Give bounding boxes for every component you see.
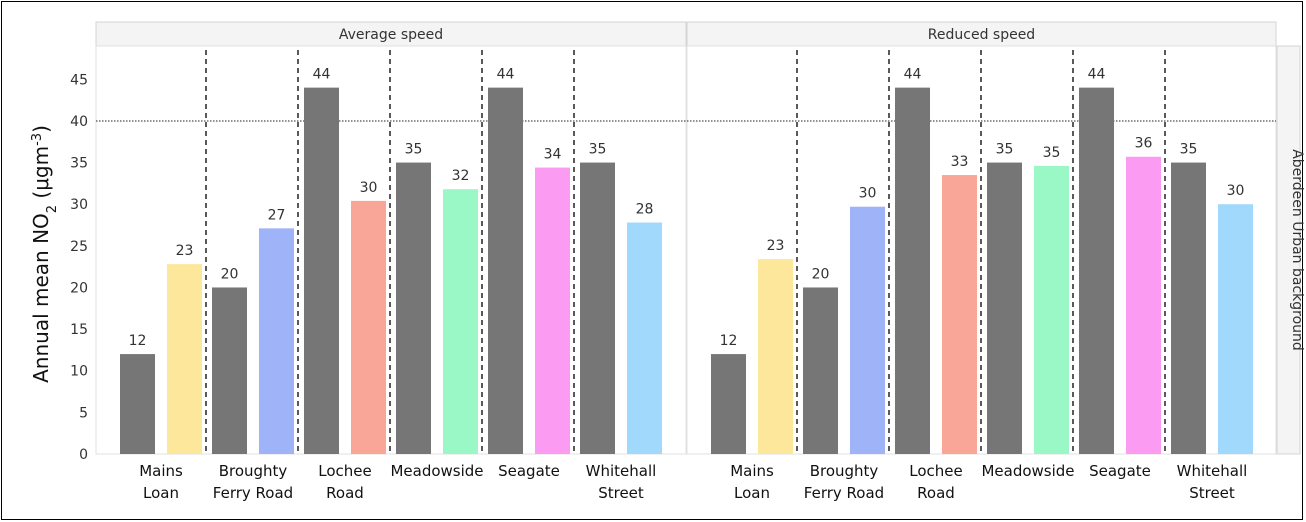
data-label: 34 <box>544 147 562 163</box>
y-tick-label: 25 <box>70 239 88 255</box>
ylabel-unit-close: ) <box>29 125 53 133</box>
panel-strip <box>95 21 687 47</box>
data-label: 44 <box>313 67 331 83</box>
bar-baseline <box>304 87 339 454</box>
data-label: 35 <box>996 142 1014 158</box>
bar-scenario <box>850 206 885 454</box>
data-label: 44 <box>1088 67 1106 83</box>
side-strip-label: Aberdeen Urban background <box>1289 149 1304 351</box>
y-tick-label: 15 <box>70 322 88 338</box>
category-label: Mains <box>730 462 774 480</box>
y-tick-label: 0 <box>79 447 88 463</box>
bar-scenario <box>942 175 977 454</box>
data-label: 35 <box>1043 145 1061 161</box>
ylabel-main: Annual mean NO <box>29 213 53 383</box>
panel-border <box>95 45 687 455</box>
panels: 12 23 20 27 44 30 35 32 44 34 35 28 12 23 20 30 44 33 35 35… <box>120 50 1253 455</box>
panel-border <box>686 45 1277 455</box>
bar-baseline <box>212 287 247 454</box>
bar-scenario <box>351 200 386 454</box>
category-label: Meadowside <box>390 462 483 480</box>
category-label: Whitehall <box>586 462 657 480</box>
bar-scenario <box>627 222 662 454</box>
y-tick-label: 10 <box>70 364 88 380</box>
data-label: 12 <box>129 333 147 349</box>
panel-title: Reduced speed <box>928 27 1035 43</box>
bar-baseline <box>396 162 431 455</box>
category-label: Seagate <box>1089 462 1151 480</box>
category-label: Lochee <box>318 462 371 480</box>
bar-baseline <box>1079 87 1114 454</box>
category-label: Lochee <box>909 462 962 480</box>
bar-baseline <box>1171 162 1206 455</box>
data-label: 35 <box>1180 142 1198 158</box>
category-label: Ferry Road <box>804 484 884 502</box>
data-label: 27 <box>268 207 286 223</box>
y-tick-label: 5 <box>79 405 88 421</box>
bar-scenario <box>443 189 478 455</box>
category-label: Ferry Road <box>213 484 293 502</box>
data-label: 28 <box>636 202 654 218</box>
y-axis: 0 5 10 15 20 25 30 35 40 45 <box>70 72 88 463</box>
data-label: 30 <box>859 186 877 202</box>
data-label: 33 <box>951 154 969 170</box>
bar-scenario <box>1034 165 1069 454</box>
bar-baseline <box>580 162 615 455</box>
data-label: 20 <box>812 266 830 282</box>
y-tick-label: 40 <box>70 114 88 130</box>
bar-baseline <box>803 287 838 454</box>
data-label: 36 <box>1135 136 1153 152</box>
bar-baseline <box>120 354 155 454</box>
panel-title: Average speed <box>339 27 443 43</box>
data-label: 35 <box>589 142 607 158</box>
data-label: 30 <box>360 180 378 196</box>
ylabel-unit-open: (μgm <box>29 146 53 205</box>
category-label: Loan <box>143 484 179 502</box>
category-label: Loan <box>734 484 770 502</box>
category-label: Mains <box>139 462 183 480</box>
side-strip <box>1276 45 1301 455</box>
ylabel-sup: -3 <box>30 133 45 146</box>
bar-scenario <box>1126 156 1161 454</box>
data-label: 44 <box>497 67 515 83</box>
bar-baseline <box>711 354 746 454</box>
data-label: 32 <box>452 168 470 184</box>
panel-strips: Average speed Reduced speed Aberdeen Urban… <box>95 21 1304 455</box>
data-label: 20 <box>221 266 239 282</box>
x-axis-labels: Mains Loan Broughty Ferry Road Lochee Road Mea… <box>139 462 1247 502</box>
ylabel-sub: 2 <box>45 205 60 213</box>
category-label: Seagate <box>498 462 560 480</box>
y-tick-label: 45 <box>70 72 88 88</box>
bar-scenario <box>259 228 294 454</box>
data-label: 44 <box>904 67 922 83</box>
data-label: 35 <box>405 142 423 158</box>
bar-scenario <box>1218 204 1253 454</box>
category-label: Street <box>1189 484 1235 502</box>
data-label: 30 <box>1227 183 1245 199</box>
bar-baseline <box>987 162 1022 455</box>
category-label: Whitehall <box>1177 462 1248 480</box>
category-label: Street <box>598 484 644 502</box>
y-tick-label: 30 <box>70 197 88 213</box>
bar-baseline <box>488 87 523 454</box>
category-label: Broughty <box>219 462 288 480</box>
y-tick-label: 35 <box>70 156 88 172</box>
bar-scenario <box>758 259 793 454</box>
y-axis-label: Annual mean NO2 (μgm-3) <box>29 125 60 383</box>
category-label: Broughty <box>810 462 879 480</box>
category-label: Road <box>917 484 955 502</box>
bar-scenario <box>167 264 202 454</box>
data-label: 23 <box>767 238 785 254</box>
bar-scenario <box>535 167 570 454</box>
y-tick-label: 20 <box>70 280 88 296</box>
category-label: Road <box>326 484 364 502</box>
data-label: 23 <box>176 243 194 259</box>
panel-1: 12 23 20 27 44 30 35 32 44 34 35 28 <box>120 50 662 455</box>
category-label: Meadowside <box>981 462 1074 480</box>
panel-2: 12 23 20 30 44 33 35 35 44 36 35 30 <box>711 50 1253 455</box>
data-label: 12 <box>720 333 738 349</box>
bar-baseline <box>895 87 930 454</box>
